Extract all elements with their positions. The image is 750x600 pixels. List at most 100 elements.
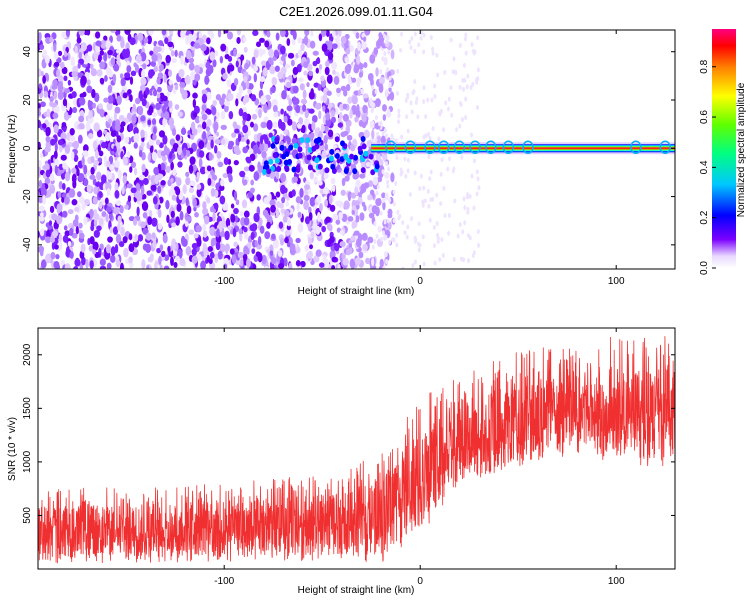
heatmap-noise-cell	[50, 173, 55, 182]
heatmap-noise-cell	[90, 68, 97, 77]
heatmap-noise-cell	[73, 266, 79, 269]
heatmap-noise-cell	[336, 41, 341, 50]
heatmap-noise-cell	[234, 128, 240, 134]
heatmap-noise-cell	[475, 104, 479, 110]
heatmap-noise-cell	[210, 32, 215, 40]
heatmap-noise-cell	[292, 66, 299, 76]
heatmap-noise-cell	[314, 102, 322, 110]
heatmap-noise-cell	[188, 164, 194, 174]
heatmap-noise-cell	[415, 96, 419, 102]
heatmap-noise-cell	[140, 185, 145, 196]
heatmap-noise-cell	[184, 75, 191, 85]
heatmap-noise-cell	[440, 237, 444, 243]
heatmap-noise-cell	[174, 104, 180, 110]
heatmap-noise-cell	[225, 217, 231, 228]
heatmap-noise-cell	[295, 237, 301, 244]
heatmap-noise-cell	[103, 97, 109, 103]
heatmap-noise-cell	[117, 222, 121, 232]
heatmap-noise-cell	[388, 75, 392, 81]
heatmap-noise-cell	[53, 90, 58, 100]
heatmap-frame	[37, 29, 676, 270]
heatmap-noise-cell	[458, 85, 462, 91]
heatmap-noise-cell	[107, 84, 113, 94]
heatmap-noise-cell	[177, 161, 183, 168]
heatmap-noise-cell	[350, 192, 357, 199]
heatmap-transition-cell	[340, 140, 346, 147]
heatmap-noise-cell	[472, 250, 476, 256]
heatmap-noise-cell	[79, 97, 86, 106]
heatmap-noise-cell	[79, 250, 85, 260]
heatmap-noise-cell	[394, 138, 398, 144]
heatmap-noise-cell	[354, 257, 361, 266]
heatmap-noise-cell	[381, 130, 385, 136]
heatmap-noise-cell	[359, 212, 365, 221]
heatmap-noise-cell	[141, 259, 146, 269]
heatmap-noise-cell	[286, 38, 291, 47]
heatmap-noise-cell	[245, 156, 252, 164]
heatmap-noise-cell	[71, 232, 78, 239]
heatmap-noise-cell	[64, 171, 71, 182]
heatmap-noise-cell	[39, 152, 44, 159]
heatmap-noise-cell	[53, 124, 59, 134]
heatmap-noise-cell	[378, 83, 384, 94]
heatmap-noise-cell	[452, 256, 456, 262]
heatmap-noise-cell	[377, 226, 382, 233]
heatmap-noise-cell	[42, 49, 48, 57]
heatmap-noise-cell	[298, 117, 304, 125]
heatmap-noise-cell	[338, 211, 344, 220]
heatmap-noise-cell	[224, 230, 230, 241]
signal-wiggle	[522, 140, 534, 155]
heatmap-noise-cell	[287, 217, 291, 227]
heatmap-noise-cell	[102, 183, 107, 191]
heatmap-noise-cell	[208, 152, 213, 161]
heatmap-noise-cell	[305, 142, 310, 150]
heatmap-noise-cell	[260, 76, 266, 83]
heatmap-noise-cell	[55, 254, 60, 260]
heatmap-noise-cell	[462, 62, 466, 68]
heatmap-noise-cell	[228, 174, 233, 183]
heatmap-noise-cell	[324, 66, 330, 76]
heatmap-noise-cell	[151, 53, 158, 63]
heatmap-noise-cell	[100, 174, 107, 184]
heatmap-noise-cell	[312, 50, 319, 56]
heatmap-x-axis-label: Height of straight line (km)	[298, 286, 415, 297]
heatmap-noise-cell	[259, 142, 265, 152]
heatmap-noise-cell	[266, 119, 273, 130]
heatmap-noise-cell	[166, 91, 171, 97]
heatmap-noise-cell	[144, 243, 152, 254]
heatmap-noise-cell	[439, 171, 443, 177]
heatmap-noise-cell	[123, 247, 129, 258]
heatmap-noise-cell	[260, 95, 267, 105]
heatmap-noise-cell	[188, 229, 195, 235]
heatmap-noise-cell	[38, 31, 42, 41]
heatmap-noise-cell	[356, 77, 361, 88]
heatmap-noise-cell	[174, 49, 178, 58]
heatmap-noise-cell	[206, 197, 211, 204]
heatmap-noise-cell	[124, 72, 131, 79]
heatmap-noise-cell	[369, 54, 376, 64]
heatmap-noise-cell	[386, 108, 391, 118]
heatmap-noise-cell	[69, 250, 74, 259]
heatmap-noise-cell	[347, 216, 354, 222]
heatmap-noise-cell	[358, 251, 364, 259]
heatmap-noise-cell	[283, 187, 288, 194]
heatmap-noise-cell	[322, 105, 326, 112]
heatmap-noise-cell	[206, 37, 211, 45]
heatmap-noise-cell	[138, 149, 143, 158]
heatmap-noise-cell	[379, 210, 383, 216]
heatmap-noise-cell	[185, 197, 189, 206]
heatmap-noise-cell	[450, 112, 454, 118]
heatmap-noise-cell	[216, 111, 221, 119]
heatmap-noise-cell	[172, 243, 176, 250]
heatmap-noise-cell	[78, 222, 83, 229]
heatmap-noise-cell	[441, 252, 445, 258]
heatmap-noise-cell	[263, 197, 269, 205]
heatmap-transition-cell	[349, 153, 355, 160]
heatmap-noise-cell	[128, 123, 134, 132]
heatmap-noise-cell	[206, 119, 212, 127]
heatmap-noise-cell	[157, 40, 164, 46]
heatmap-noise-cell	[397, 113, 401, 119]
heatmap-noise-cell	[257, 165, 264, 173]
heatmap-noise-cell	[422, 49, 426, 55]
